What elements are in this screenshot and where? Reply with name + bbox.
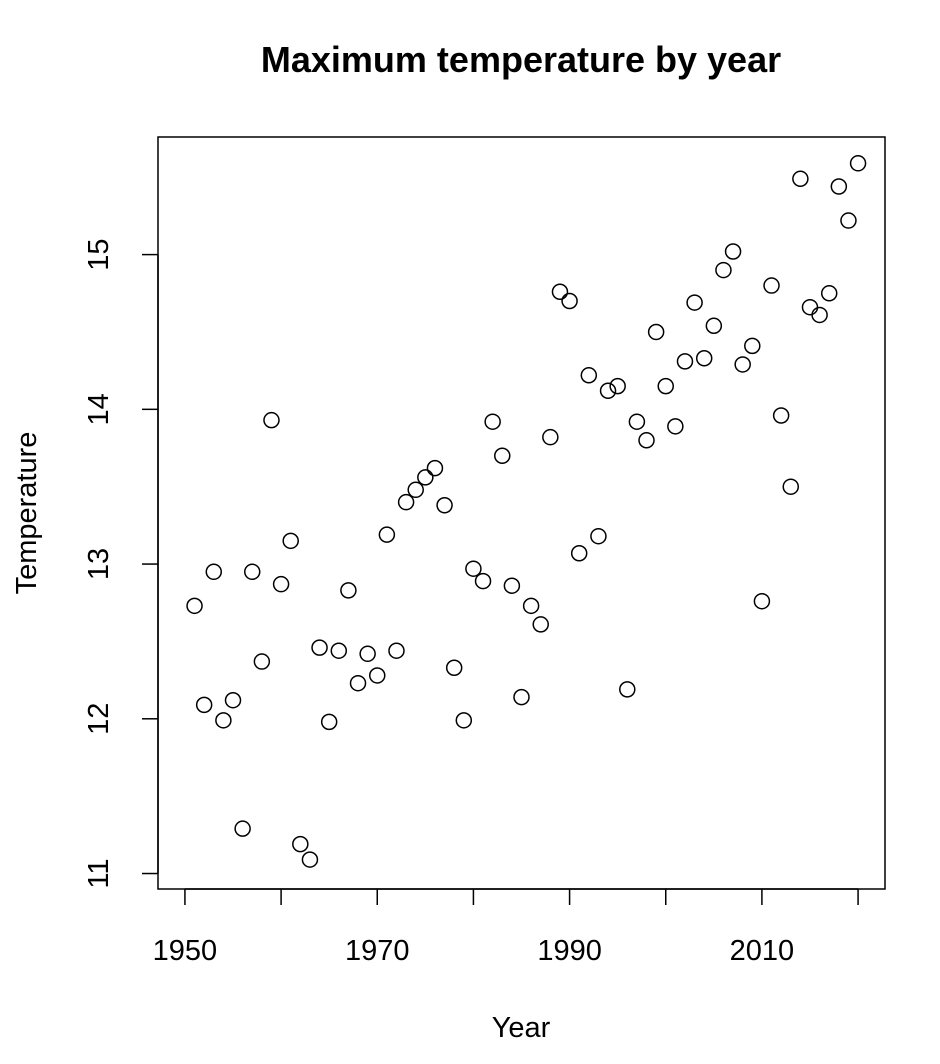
data-point <box>705 317 723 335</box>
data-point <box>407 481 424 499</box>
data-point <box>340 582 357 599</box>
data-point <box>243 563 261 581</box>
data-point <box>792 170 809 188</box>
plot-frame <box>157 136 886 890</box>
data-point <box>820 285 838 302</box>
y-tick-label: 11 <box>83 858 115 888</box>
data-point <box>436 497 453 514</box>
x-tick-label: 1970 <box>345 935 410 967</box>
chart-title: Maximum temperature by year <box>261 39 781 80</box>
data-point <box>628 413 646 430</box>
x-tick-label: 2010 <box>730 935 795 967</box>
data-point <box>282 532 299 550</box>
data-point <box>388 642 405 659</box>
data-point <box>657 377 674 395</box>
data-point <box>763 277 780 294</box>
data-point <box>215 712 232 729</box>
data-point <box>445 659 463 676</box>
data-point <box>609 377 626 395</box>
data-point <box>570 544 588 562</box>
x-axis-label: Year <box>492 1012 551 1044</box>
data-point <box>397 493 415 511</box>
data-point <box>744 337 761 355</box>
data-point <box>580 367 598 384</box>
data-point <box>849 155 867 172</box>
data-point <box>484 413 501 430</box>
data-point <box>599 382 617 400</box>
data-point <box>311 639 328 656</box>
data-point <box>474 572 492 590</box>
y-tick-label: 12 <box>83 703 115 735</box>
data-point <box>349 674 367 692</box>
data-point <box>426 459 444 477</box>
data-point <box>272 575 290 593</box>
data-point <box>301 851 319 868</box>
x-tick-label: 1950 <box>153 935 218 967</box>
data-point <box>830 178 848 195</box>
data-point <box>772 407 790 424</box>
data-point <box>686 294 703 311</box>
data-point <box>801 298 819 316</box>
data-point <box>676 353 694 370</box>
data-point <box>320 713 338 731</box>
data-point <box>715 261 732 279</box>
data-point <box>753 592 771 610</box>
data-point <box>734 356 751 373</box>
data-point <box>542 428 559 446</box>
x-axis: 1950 1970 1990 2010 <box>153 888 859 967</box>
y-tick-label: 13 <box>83 548 115 580</box>
data-point <box>263 411 280 429</box>
data-point <box>417 469 434 486</box>
data-point <box>638 432 655 449</box>
y-tick-label: 14 <box>83 393 115 425</box>
data-point <box>224 691 242 709</box>
y-tick-label: 15 <box>83 238 115 270</box>
data-point <box>186 597 203 615</box>
data-point <box>513 688 530 706</box>
data-point <box>811 306 828 324</box>
data-point <box>724 243 742 260</box>
data-point <box>455 712 473 729</box>
data-point <box>330 642 348 659</box>
data-point <box>234 820 251 837</box>
data-point <box>532 616 549 633</box>
data-point <box>205 563 223 581</box>
data-point <box>782 478 800 495</box>
y-axis: 11 12 13 14 15 <box>83 238 159 889</box>
data-point <box>561 292 578 310</box>
data-point <box>551 283 569 300</box>
data-point <box>522 597 540 615</box>
data-point <box>647 323 665 341</box>
data-point <box>590 527 607 545</box>
x-tick-label: 1990 <box>537 935 602 967</box>
y-axis-label: Temperature <box>11 432 43 595</box>
data-point <box>840 212 857 229</box>
data-point <box>359 645 376 663</box>
data-points <box>186 155 867 868</box>
data-point <box>378 526 396 543</box>
data-point <box>503 577 521 594</box>
data-point <box>253 653 271 670</box>
data-point <box>369 667 386 684</box>
data-point <box>465 560 482 577</box>
data-point <box>195 696 213 714</box>
data-point <box>667 418 684 435</box>
data-point <box>619 681 636 698</box>
data-point <box>494 447 511 464</box>
data-point <box>695 350 713 367</box>
data-point <box>292 835 309 853</box>
